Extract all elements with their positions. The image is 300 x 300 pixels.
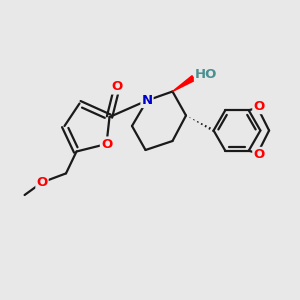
Text: O: O: [253, 148, 265, 161]
Text: O: O: [253, 100, 265, 113]
Polygon shape: [172, 76, 195, 91]
Text: O: O: [111, 80, 123, 94]
Text: N: N: [141, 94, 153, 107]
Text: O: O: [101, 137, 112, 151]
Text: O: O: [36, 176, 48, 189]
Text: HO: HO: [195, 68, 217, 81]
